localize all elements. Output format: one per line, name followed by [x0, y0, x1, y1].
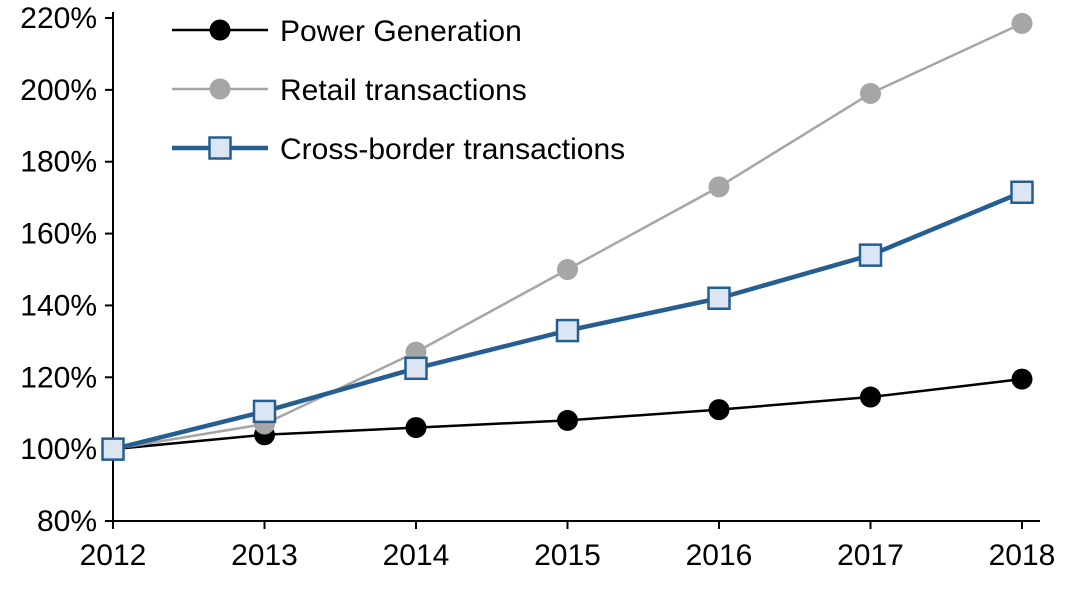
circle-marker: [708, 399, 730, 421]
x-tick-label: 2018: [989, 539, 1056, 572]
legend-label: Cross-border transactions: [280, 133, 625, 166]
y-tick-label: 180%: [20, 146, 97, 179]
y-tick-label: 120%: [20, 361, 97, 394]
circle-marker: [860, 82, 881, 104]
square-marker: [101, 437, 125, 461]
circle-marker-legend: [209, 78, 231, 100]
x-tick-label: 2015: [534, 539, 601, 572]
x-tick-label: 2017: [837, 539, 904, 572]
square-marker: [858, 243, 883, 267]
square-marker-legend: [208, 136, 232, 160]
legend-label: Retail transactions: [280, 74, 527, 107]
circle-marker: [1011, 12, 1033, 34]
x-tick-label: 2016: [686, 539, 753, 572]
square-marker: [1010, 180, 1034, 205]
y-tick-label: 100%: [20, 433, 97, 466]
circle-marker: [557, 409, 578, 431]
square-marker: [707, 286, 731, 310]
circle-marker: [708, 176, 730, 198]
square-marker: [404, 356, 428, 381]
square-marker: [555, 318, 580, 343]
y-tick-label: 200%: [20, 74, 97, 107]
x-tick-label: 2013: [231, 539, 298, 572]
square-marker: [252, 399, 277, 424]
y-tick-label: 220%: [20, 2, 97, 35]
series-line: [112, 22, 1023, 451]
circle-marker: [405, 417, 427, 439]
y-tick-label: 160%: [20, 218, 97, 251]
x-tick-label: 2014: [383, 539, 450, 572]
circle-marker: [557, 259, 578, 280]
y-tick-label: 80%: [37, 505, 97, 538]
legend-label: Power Generation: [280, 15, 522, 48]
circle-marker-legend: [209, 19, 231, 41]
circle-marker: [860, 386, 881, 408]
y-tick-label: 140%: [20, 289, 97, 322]
x-tick-label: 2012: [80, 539, 147, 572]
circle-marker: [1011, 368, 1033, 390]
